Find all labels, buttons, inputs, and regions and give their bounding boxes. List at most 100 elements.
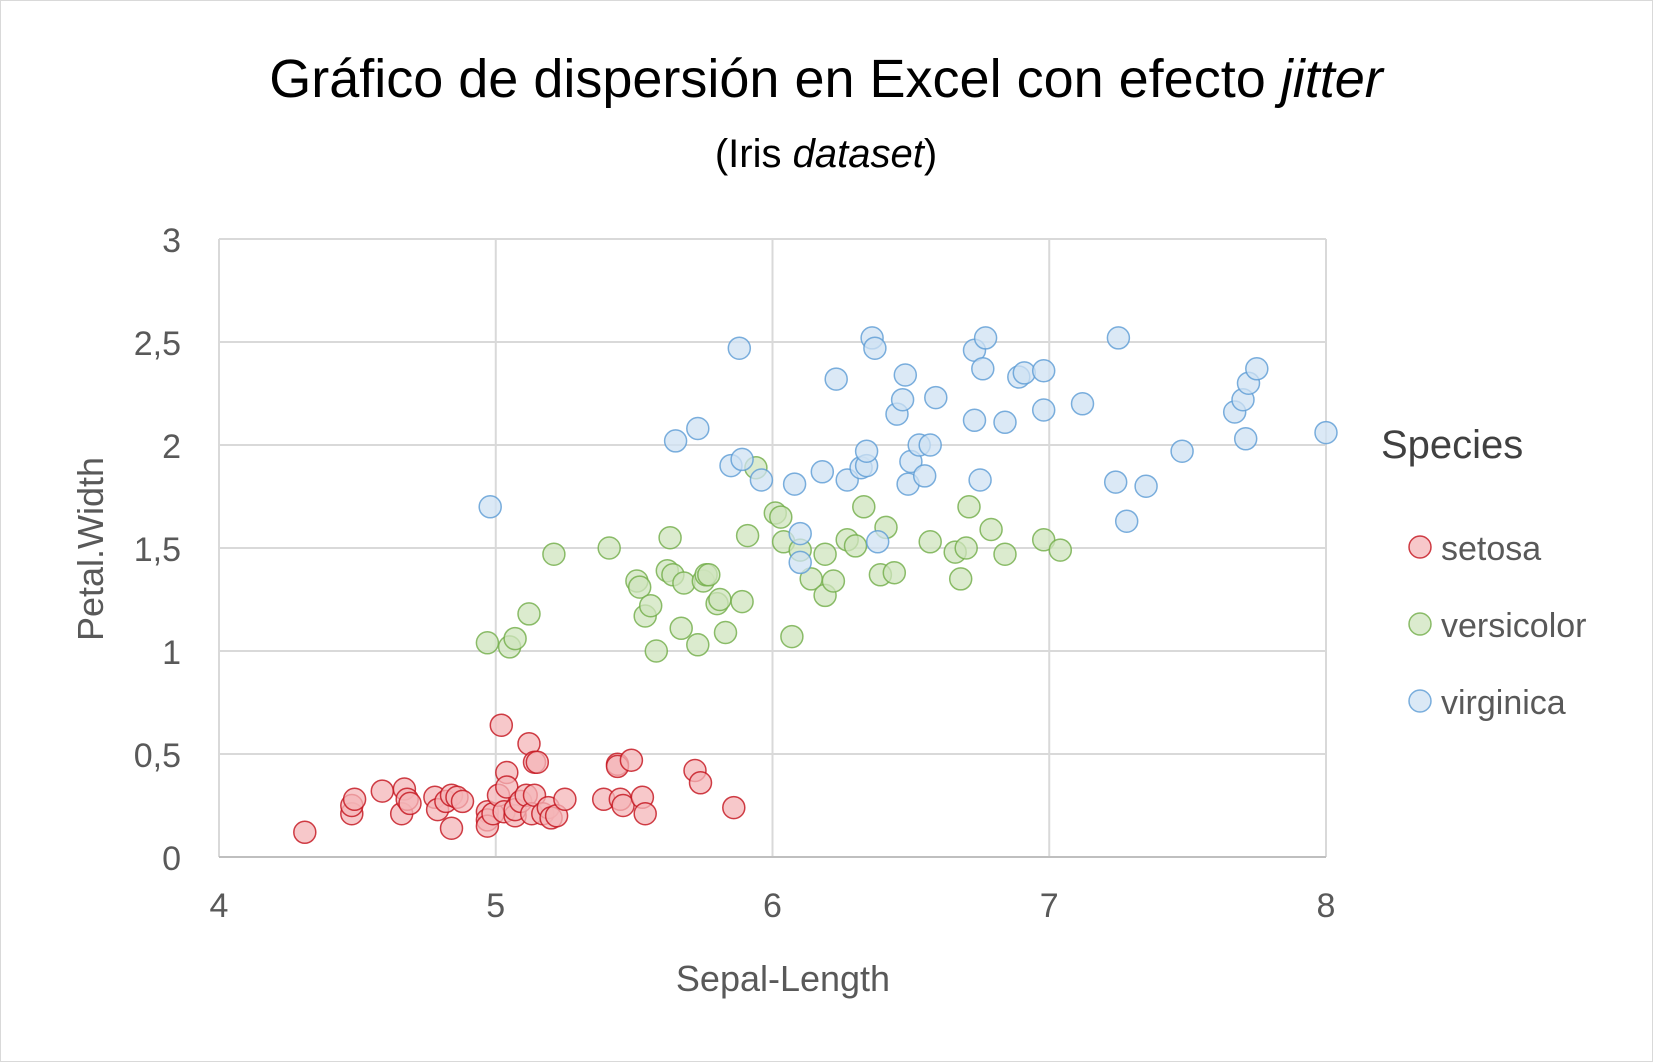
point-setosa [619,748,644,772]
point-versicolor [638,593,663,618]
data-points [293,326,1338,845]
legend-marker-setosa [1408,535,1432,559]
y-tick-label: 0 [162,840,181,878]
chart-subtitle: (Iris dataset) [715,132,937,176]
point-virginica [924,385,948,410]
point-virginica [1070,392,1095,416]
point-virginica [1170,439,1194,463]
point-virginica [478,495,502,519]
legend-items: setosa versicolor virginica [1408,530,1586,722]
point-versicolor [627,575,652,599]
point-setosa [450,789,475,814]
point-virginica [782,472,807,496]
point-virginica [1031,359,1056,383]
point-versicolor [780,624,804,649]
chart-title: Gráfico de dispersión en Excel con efect… [269,49,1385,109]
legend-marker-versicolor [1408,612,1432,636]
point-versicolor [644,639,669,663]
point-setosa [553,787,577,812]
legend-marker-virginica [1408,689,1432,713]
series-setosa [293,713,746,845]
point-versicolor [669,616,693,641]
point-versicolor [957,495,981,519]
point-versicolor [672,571,696,595]
series-virginica [478,326,1338,575]
y-tick-label: 2 [162,428,181,466]
point-setosa [398,791,422,816]
y-tick-label: 1,5 [134,531,181,569]
point-setosa [439,816,464,840]
point-setosa [722,795,746,820]
point-virginica [727,336,752,360]
legend: Species setosa versicolor virginica [1381,423,1586,722]
point-versicolor [597,536,621,560]
point-virginica [854,439,879,463]
point-setosa [688,771,713,795]
y-tick-label: 2,5 [134,325,181,363]
point-versicolor [813,542,837,566]
legend-label-virginica: virginica [1441,684,1566,722]
point-setosa [342,787,367,812]
point-versicolor [948,567,973,591]
point-virginica [1031,398,1056,422]
grid [218,238,1327,858]
chart-subtitle-close: ) [924,132,937,176]
point-versicolor [475,631,500,655]
point-virginica [810,460,835,484]
y-tick-label: 3 [162,222,181,260]
point-virginica [912,464,937,488]
chart-title-italic: jitter [1274,49,1385,109]
point-virginica [962,408,987,433]
y-tick-label: 1 [162,634,181,672]
point-versicolor [517,602,541,626]
legend-label-setosa: setosa [1441,530,1541,568]
x-axis-label: Sepal-Length [676,958,890,999]
point-virginica [1106,326,1131,350]
point-versicolor [708,587,732,612]
point-virginica [1134,474,1158,498]
point-virginica [824,367,848,391]
point-virginica [686,416,710,441]
x-tick-label: 4 [210,887,229,925]
point-versicolor [918,530,942,554]
chart-title-main: Gráfico de dispersión en Excel con efect… [269,49,1281,109]
point-versicolor [821,569,846,593]
point-versicolor [843,534,868,558]
point-virginica [788,550,812,575]
x-tick-label: 6 [763,887,782,925]
point-virginica [890,387,915,412]
point-virginica [863,336,887,360]
point-virginica [730,447,754,472]
point-virginica [865,530,890,554]
point-virginica [1114,509,1139,533]
point-virginica [993,410,1017,435]
point-versicolor [954,536,978,560]
point-virginica [973,326,998,350]
chart-subtitle-italic: dataset [793,132,926,176]
point-versicolor [503,626,527,651]
point-versicolor [686,633,710,657]
point-versicolor [882,560,907,585]
point-versicolor [730,589,754,614]
point-versicolor [713,620,738,645]
x-tick-label: 5 [486,887,505,925]
y-axis-ticks: 0 0,5 1 1,5 2 2,5 3 [134,222,181,878]
point-setosa [370,779,395,803]
point-virginica [971,357,995,381]
point-versicolor [993,542,1017,566]
point-virginica [1314,420,1338,445]
point-versicolor [979,517,1003,542]
point-versicolor [769,505,793,529]
point-setosa [489,713,514,737]
x-axis-ticks: 4 5 6 7 8 [210,887,1336,925]
legend-title: Species [1381,423,1523,467]
point-virginica [893,363,918,387]
legend-label-versicolor: versicolor [1441,607,1586,645]
point-virginica [918,433,942,457]
point-setosa [525,750,550,774]
series-versicolor [475,455,1073,663]
point-virginica [1233,427,1258,451]
point-versicolor [1048,538,1073,562]
